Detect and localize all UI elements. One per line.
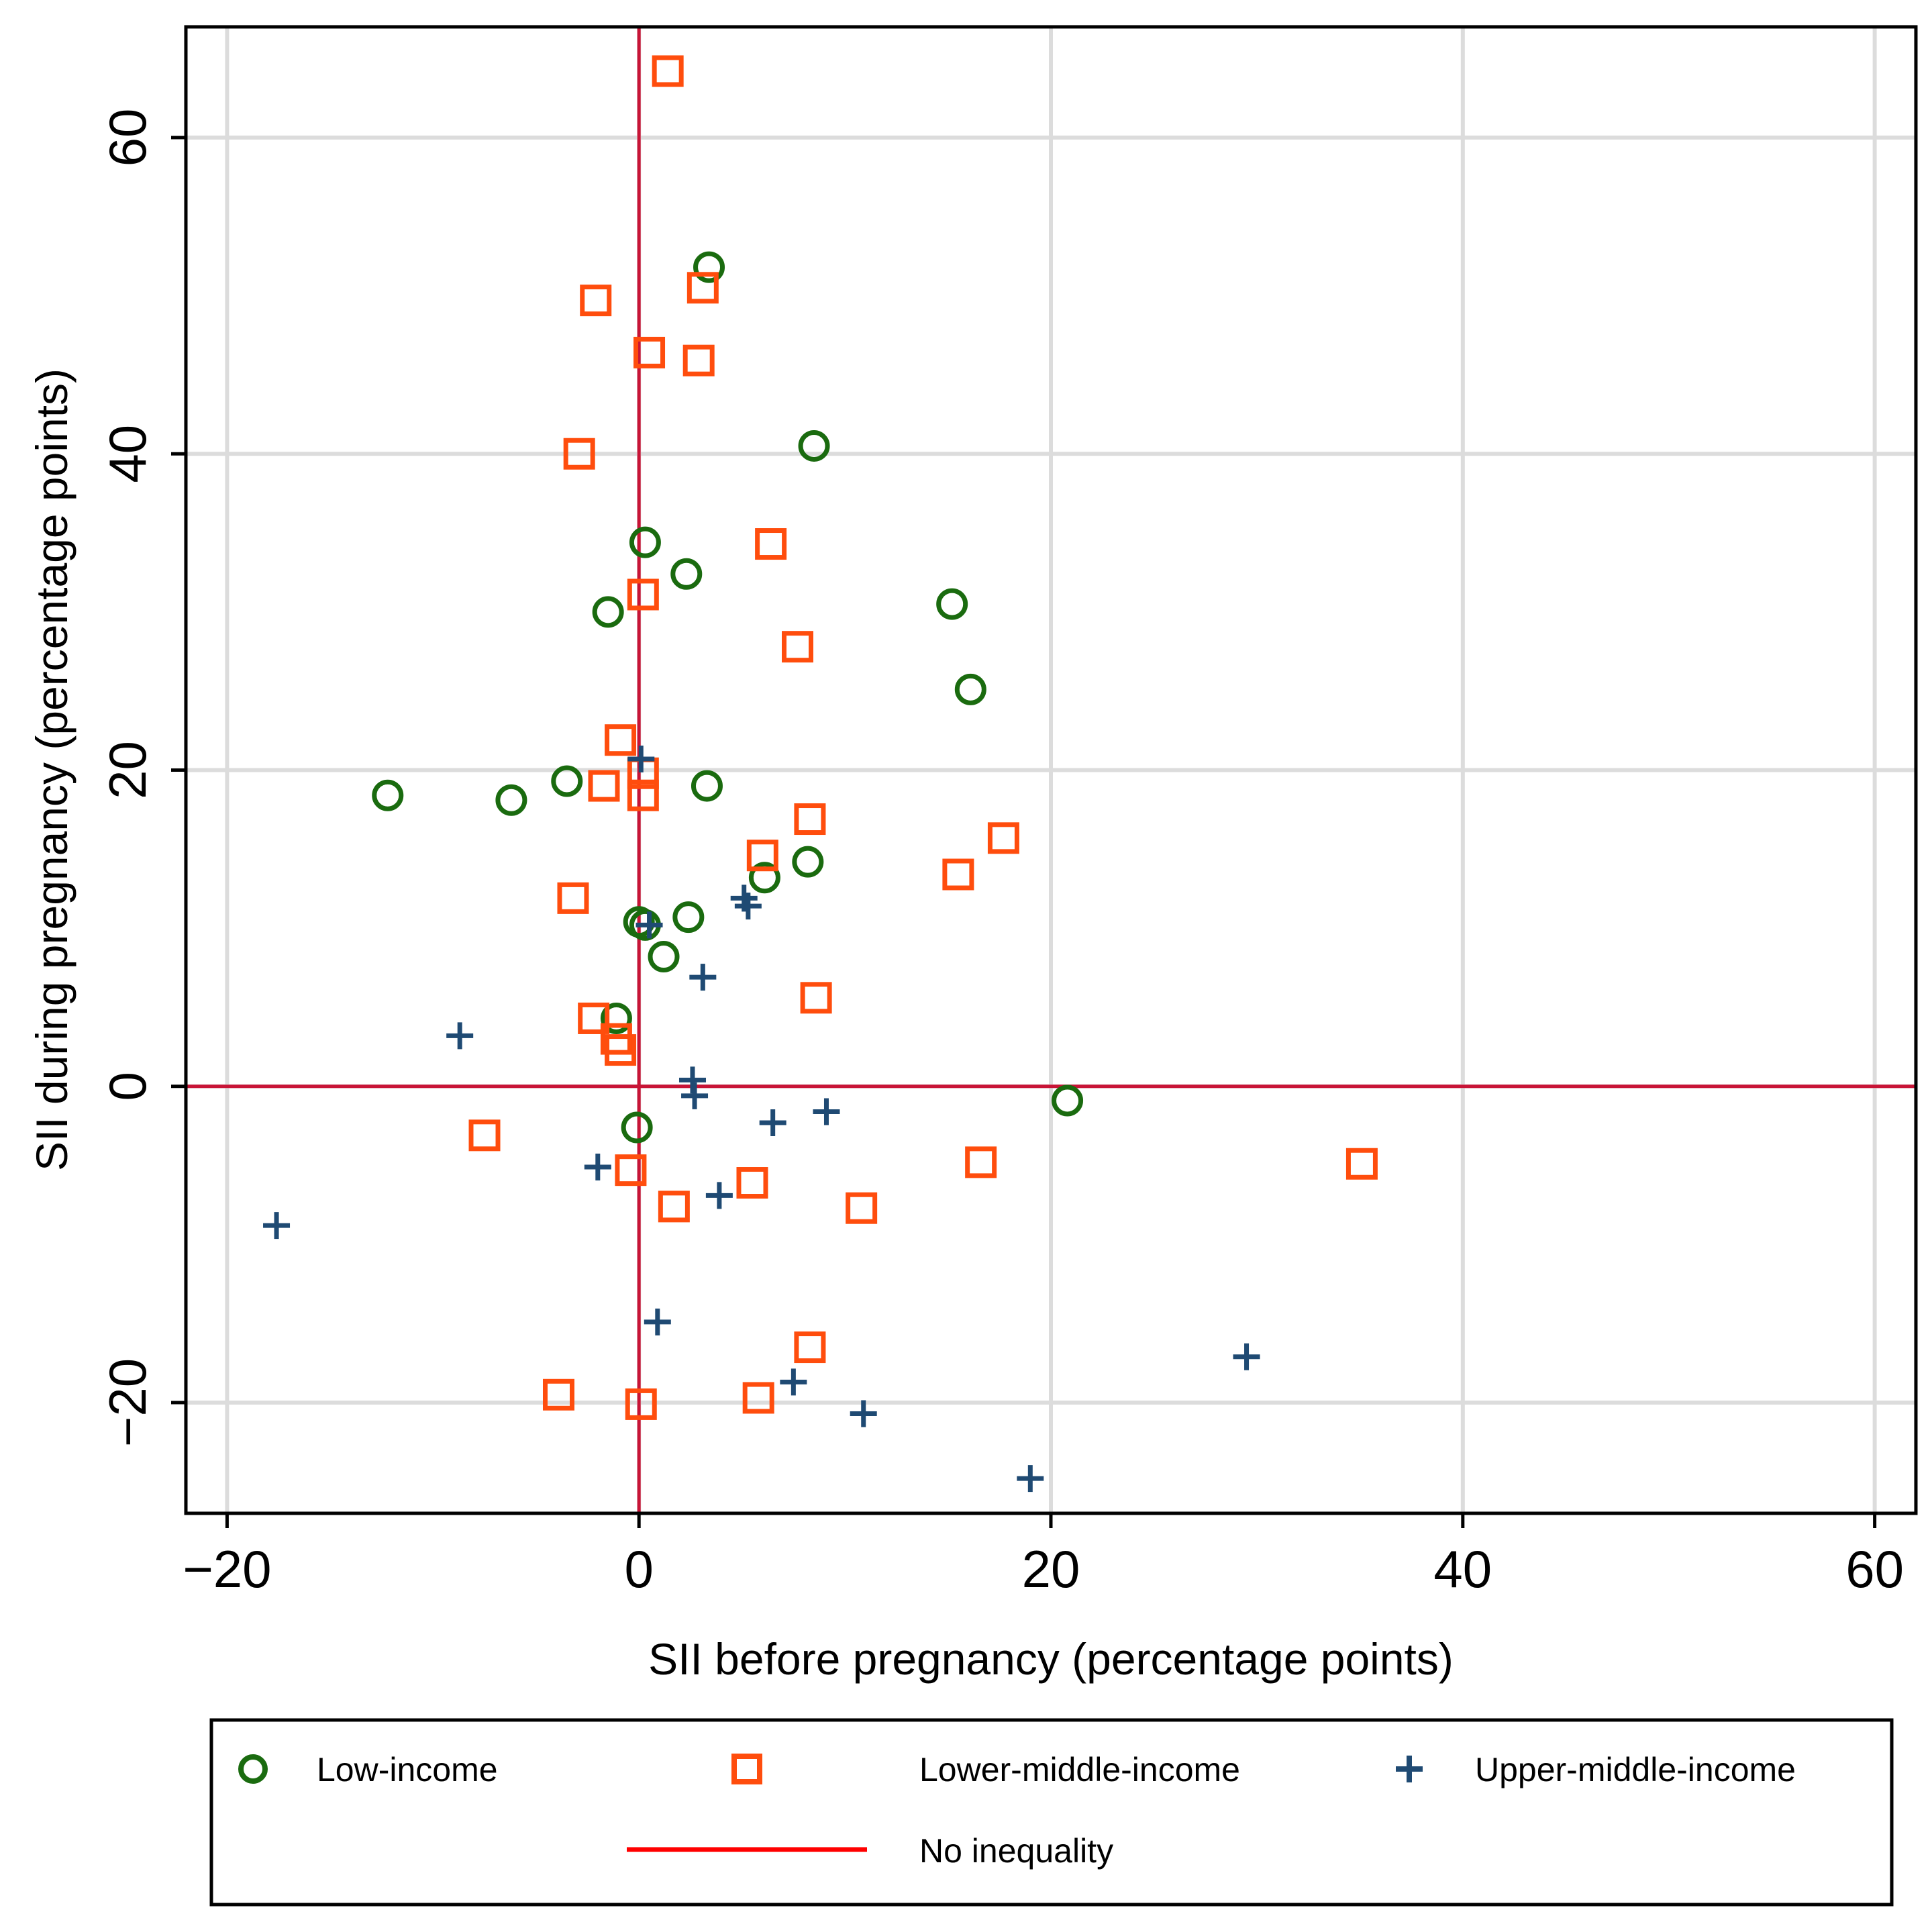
x-tick-label: 60 [1845, 1539, 1904, 1599]
low-income-point [748, 862, 780, 894]
low-income-point [936, 588, 968, 620]
y-tick-label: 20 [98, 741, 157, 799]
low-income-point [670, 558, 703, 590]
legend-low-income-label: Low-income [317, 1751, 498, 1788]
upper-middle-income-point [263, 1212, 291, 1240]
upper-middle-income-point [627, 746, 655, 773]
lower-middle-income-point [682, 344, 715, 376]
upper-middle-income-point [780, 1368, 807, 1396]
y-tick-label: 40 [98, 425, 157, 483]
upper-middle-income-point [759, 1109, 786, 1136]
low-income-point [693, 251, 725, 283]
lower-middle-income-point [736, 1167, 768, 1199]
legend: Low-income Lower-middle-income Upper-mid… [209, 1718, 1894, 1907]
lower-middle-income-point [557, 882, 589, 914]
lower-middle-income-point [658, 1191, 690, 1223]
low-income-point [372, 779, 404, 811]
y-tick-label: 60 [98, 109, 157, 167]
legend-box [209, 1718, 1894, 1907]
x-tick-label: −20 [183, 1539, 271, 1599]
upper-middle-income-point [705, 1182, 733, 1209]
lower-middle-income-point [794, 803, 826, 836]
axis-ticks: −20 0 20 40 60 −20 0 20 40 60 [98, 109, 1904, 1599]
x-axis-title: SII before pregnancy (percentage points) [648, 1634, 1454, 1684]
low-income-point [672, 901, 705, 933]
lower-middle-income-point [800, 982, 832, 1014]
upper-middle-income-point [734, 893, 762, 920]
upper-middle-income-point [689, 964, 717, 991]
lower-middle-income-point [794, 1331, 826, 1364]
upper-middle-income-point [644, 1308, 671, 1335]
lower-middle-income-point [588, 770, 620, 802]
upper-middle-income-point [584, 1153, 611, 1180]
upper-middle-income-point [1233, 1343, 1260, 1370]
y-tick-label: −20 [98, 1358, 157, 1447]
upper-middle-income-point [850, 1400, 877, 1427]
lower-middle-income-point [755, 528, 787, 560]
lower-middle-income-point [580, 285, 612, 317]
low-income-point [629, 526, 661, 558]
lower-middle-income-point [468, 1119, 501, 1152]
lower-middle-income-point [605, 1034, 637, 1066]
low-income-point [1052, 1084, 1084, 1117]
low-income-point [792, 846, 824, 878]
upper-middle-income-point [1017, 1465, 1044, 1493]
lower-middle-income-point [846, 1192, 878, 1224]
lower-middle-income-point [615, 1154, 647, 1186]
lower-middle-income-point [742, 1382, 774, 1414]
lower-middle-income-point [987, 822, 1019, 854]
upper-middle-income-point [635, 911, 663, 939]
lower-middle-income-point [782, 631, 814, 663]
lower-middle-income-point [746, 840, 778, 872]
lower-middle-income-point [965, 1146, 997, 1178]
legend-low-income-marker [238, 1754, 268, 1784]
upper-middle-income-point [681, 1082, 709, 1109]
lower-middle-income-point [633, 336, 666, 368]
lower-middle-income-point [627, 578, 659, 611]
lower-middle-income-point [542, 1378, 574, 1411]
x-tick-label: 0 [624, 1539, 653, 1599]
upper-middle-income-point [446, 1022, 474, 1050]
lower-middle-income-point [563, 438, 595, 470]
low-income-point [600, 1002, 632, 1034]
legend-upper-middle-income-marker [1396, 1756, 1423, 1782]
low-income-point [798, 430, 830, 462]
lower-middle-income-point [625, 1388, 657, 1420]
legend-upper-middle-income-label: Upper-middle-income [1475, 1751, 1796, 1788]
low-income-point [621, 1111, 653, 1144]
lower-middle-income-point [578, 1002, 610, 1034]
lower-middle-income-point [605, 724, 637, 756]
lower-middle-income-point [627, 779, 659, 811]
legend-lower-middle-income-marker [731, 1754, 762, 1784]
upper-middle-income-point [813, 1098, 840, 1125]
low-income-point [648, 941, 680, 973]
low-income-point [954, 673, 986, 705]
lower-middle-income-point [600, 1023, 632, 1055]
lower-middle-income-point [942, 858, 974, 891]
y-axis-title: SII during pregnancy (percentage points) [27, 368, 77, 1171]
x-tick-label: 40 [1433, 1539, 1492, 1599]
legend-no-inequality-label: No inequality [919, 1832, 1113, 1870]
x-tick-label: 20 [1022, 1539, 1080, 1599]
low-income-point [691, 770, 723, 802]
lower-middle-income-point [1345, 1148, 1378, 1180]
lower-middle-income-point [652, 55, 684, 87]
low-income-point [495, 784, 527, 816]
lower-middle-income-point [687, 272, 719, 304]
legend-lower-middle-income-label: Lower-middle-income [919, 1751, 1240, 1788]
data-points [263, 55, 1378, 1493]
y-tick-label: 0 [98, 1072, 157, 1101]
low-income-point [551, 765, 583, 797]
low-income-point [592, 596, 624, 628]
